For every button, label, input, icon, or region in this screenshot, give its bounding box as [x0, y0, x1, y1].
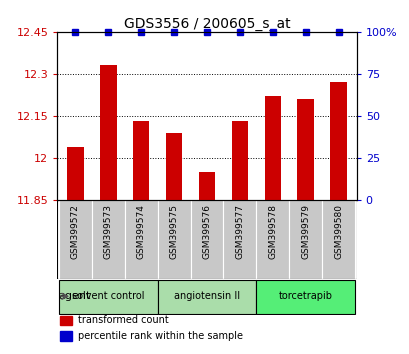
Bar — [59, 280, 157, 314]
Text: GSM399580: GSM399580 — [333, 204, 342, 259]
Bar — [256, 280, 354, 314]
Bar — [166, 133, 182, 200]
Text: percentile rank within the sample: percentile rank within the sample — [78, 331, 243, 341]
Bar — [67, 147, 83, 200]
Bar — [330, 82, 346, 200]
Bar — [100, 65, 116, 200]
Text: GSM399572: GSM399572 — [71, 204, 80, 259]
Bar — [60, 331, 72, 341]
Text: GSM399578: GSM399578 — [267, 204, 276, 259]
Bar — [157, 280, 256, 314]
Title: GDS3556 / 200605_s_at: GDS3556 / 200605_s_at — [124, 17, 290, 31]
Bar — [321, 200, 354, 279]
Text: agent: agent — [58, 291, 90, 301]
Bar — [133, 121, 149, 200]
Bar — [190, 200, 223, 279]
Bar — [59, 200, 92, 279]
Bar — [264, 96, 280, 200]
Text: GSM399576: GSM399576 — [202, 204, 211, 259]
Text: GSM399573: GSM399573 — [103, 204, 112, 259]
Text: transformed count: transformed count — [78, 315, 169, 325]
Text: GSM399574: GSM399574 — [137, 204, 146, 259]
Text: angiotensin II: angiotensin II — [173, 291, 240, 301]
Bar — [256, 200, 289, 279]
Bar — [231, 121, 247, 200]
Bar — [223, 200, 256, 279]
Text: GSM399579: GSM399579 — [301, 204, 310, 259]
Bar — [60, 316, 72, 325]
Text: solvent control: solvent control — [72, 291, 144, 301]
Bar — [289, 200, 321, 279]
Text: GSM399577: GSM399577 — [235, 204, 244, 259]
Bar — [297, 99, 313, 200]
Bar — [92, 200, 124, 279]
Bar — [198, 172, 215, 200]
Text: GSM399575: GSM399575 — [169, 204, 178, 259]
Bar — [124, 200, 157, 279]
Bar — [157, 200, 190, 279]
Text: torcetrapib: torcetrapib — [278, 291, 332, 301]
